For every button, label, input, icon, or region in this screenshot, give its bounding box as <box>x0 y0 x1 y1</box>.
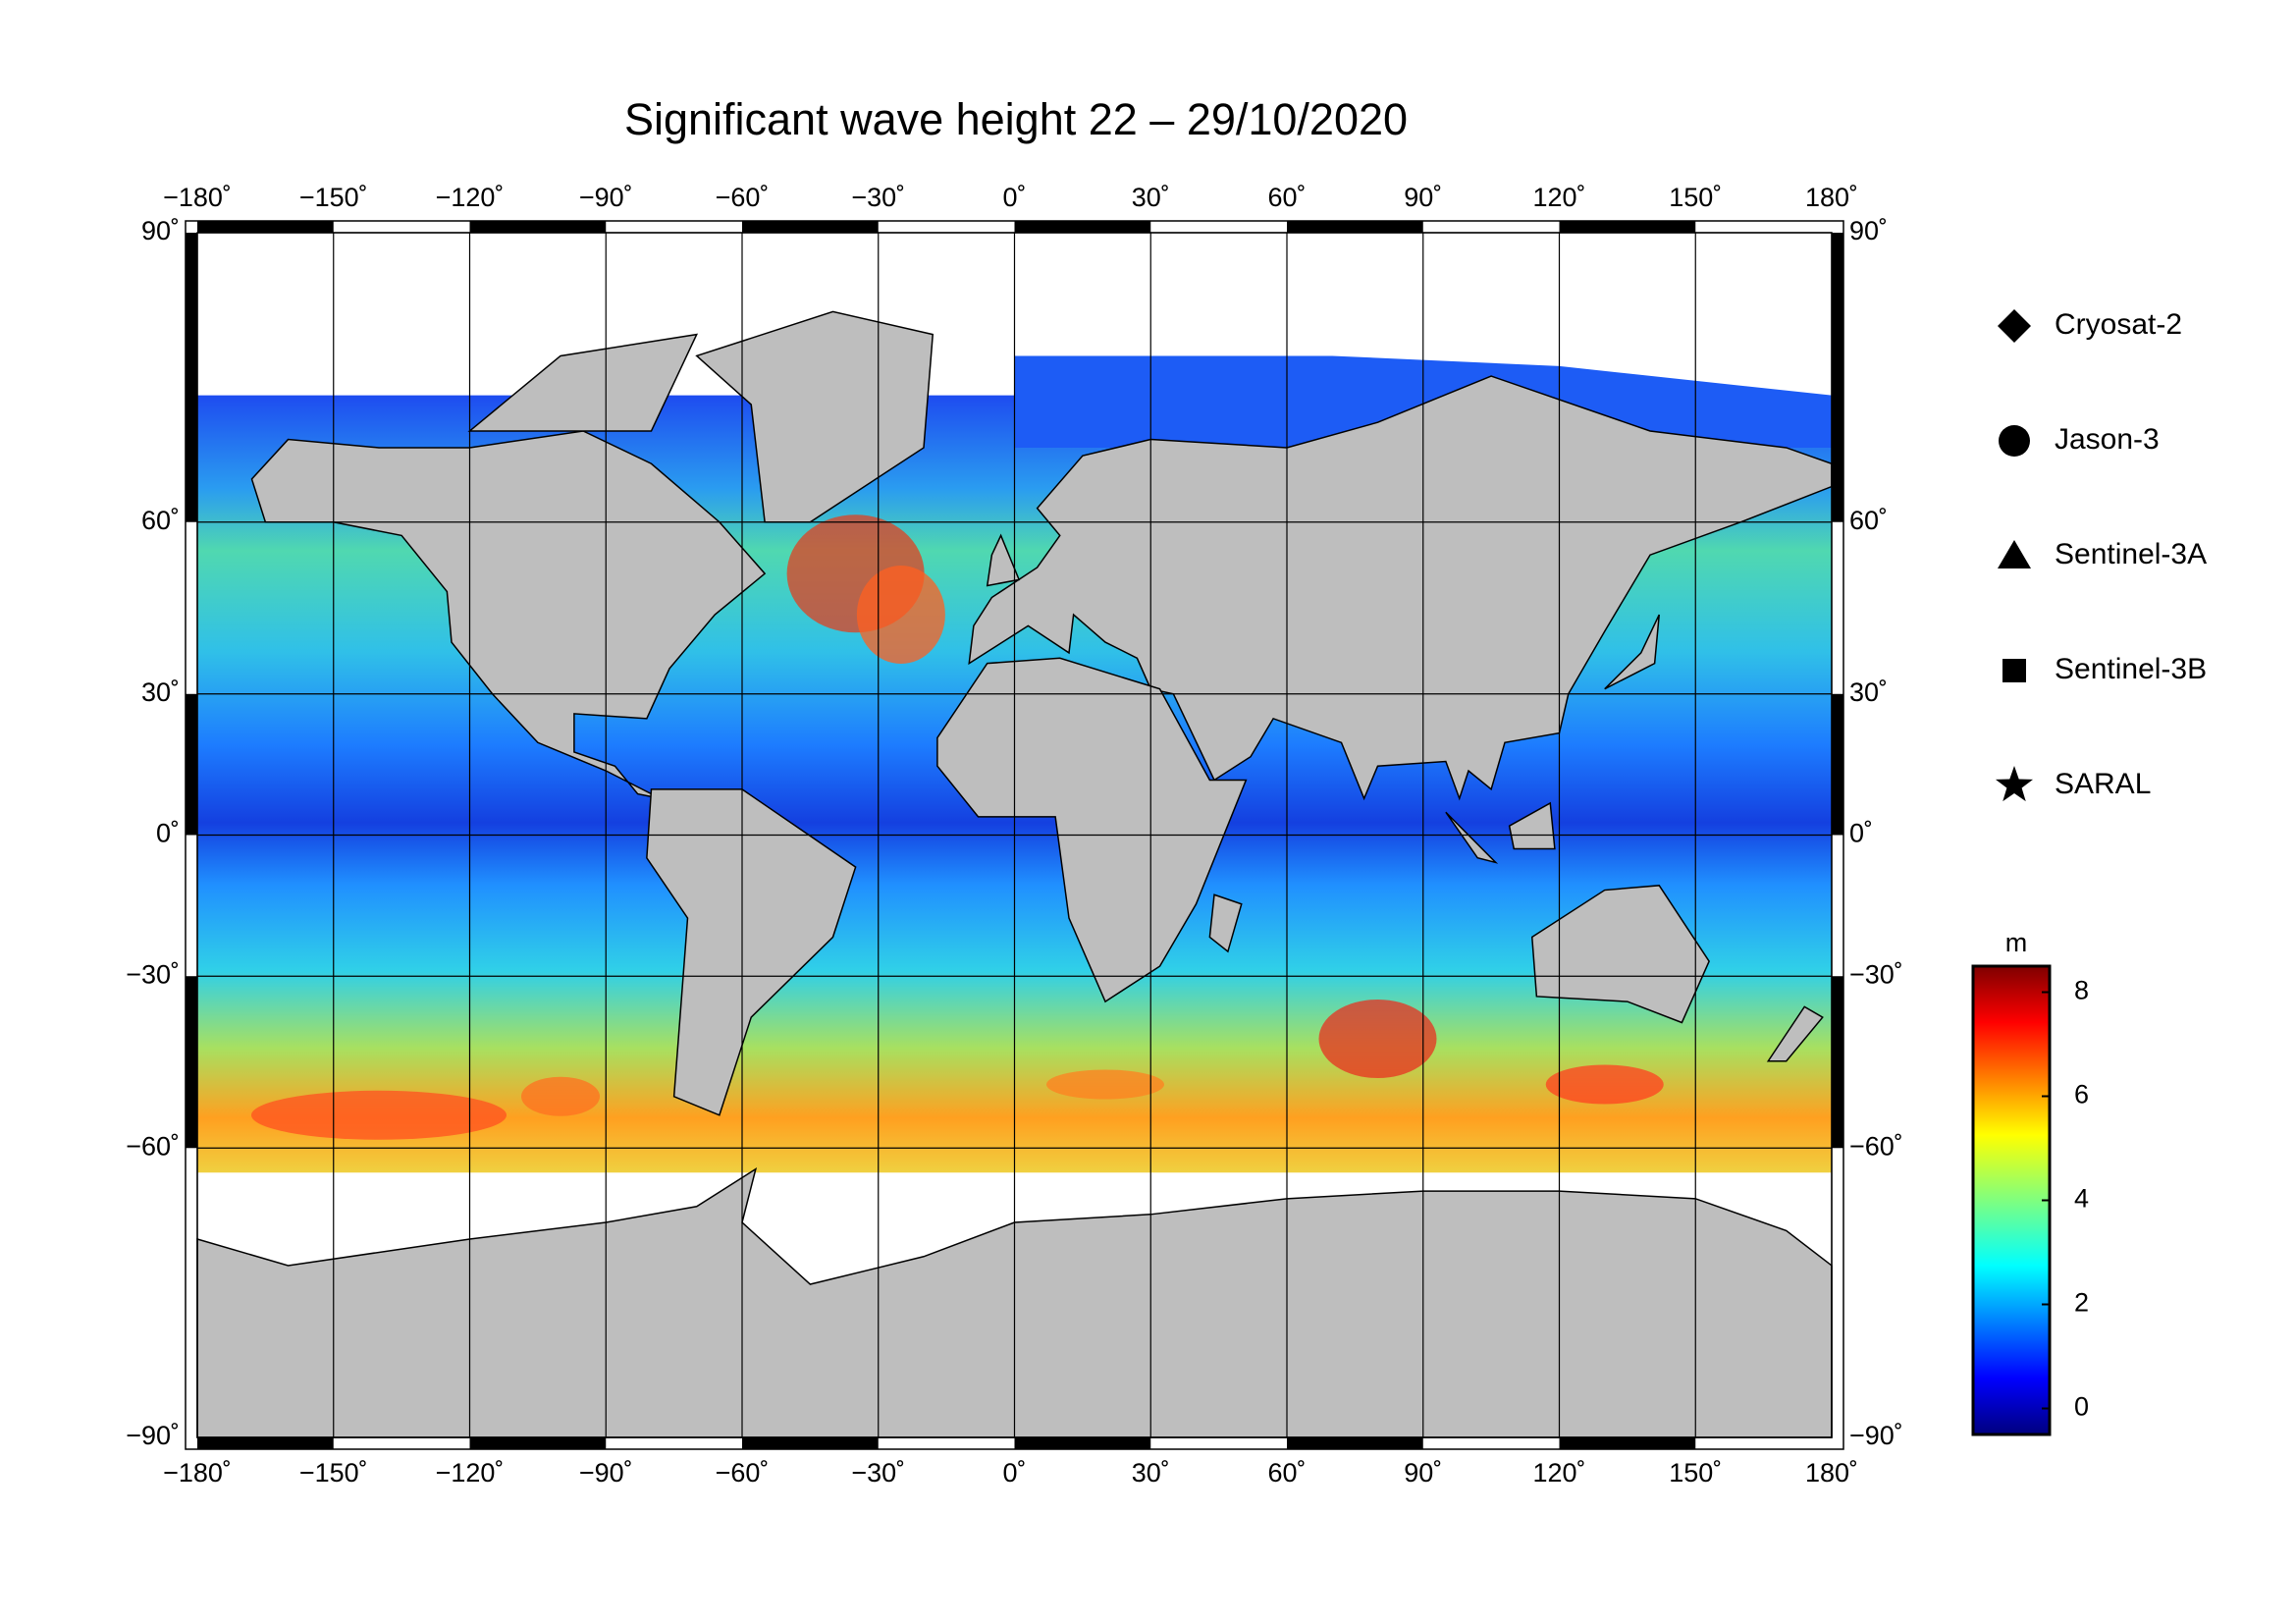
frame-segment <box>1559 1437 1696 1449</box>
y-tick-label: 90˚ <box>141 216 180 245</box>
x-tick-label: −60˚ <box>716 1458 770 1488</box>
wave-patch <box>856 566 945 665</box>
x-tick-label: 150˚ <box>1669 1458 1722 1488</box>
frame-segment <box>186 693 197 836</box>
legend-label: Cryosat-2 <box>2055 308 2182 341</box>
y-tick-label: −60˚ <box>1849 1131 1903 1161</box>
x-tick-label: 180˚ <box>1805 183 1858 212</box>
colorbar-label: m <box>2005 928 2028 957</box>
x-tick-label: 150˚ <box>1669 183 1722 212</box>
y-tick-label: −30˚ <box>126 959 180 989</box>
y-tick-label: −90˚ <box>1849 1421 1903 1450</box>
wave-patch <box>1545 1064 1664 1105</box>
legend-marker <box>1999 425 2030 457</box>
x-tick-label: 60˚ <box>1267 183 1306 212</box>
land <box>1508 801 1556 850</box>
wave-patch <box>251 1090 507 1140</box>
land <box>1766 1005 1824 1062</box>
x-tick-label: 30˚ <box>1132 1458 1170 1488</box>
map-title: Significant wave height 22 – 29/10/2020 <box>624 94 1408 144</box>
x-tick-label: 0˚ <box>1002 183 1026 212</box>
frame-segment <box>1287 221 1423 233</box>
x-tick-label: −30˚ <box>851 1458 905 1488</box>
x-tick-label: −150˚ <box>299 183 368 212</box>
x-tick-label: 90˚ <box>1404 183 1442 212</box>
frame-segment <box>742 1437 879 1449</box>
x-tick-label: −90˚ <box>579 183 633 212</box>
land <box>467 333 699 432</box>
wave-patch <box>521 1076 600 1116</box>
x-tick-label: −120˚ <box>436 183 505 212</box>
legend-marker <box>1998 540 2031 568</box>
land <box>1604 614 1660 690</box>
legend-marker <box>1998 309 2031 343</box>
frame-segment <box>1832 693 1843 836</box>
colorbar-tick-label: 8 <box>2074 976 2089 1005</box>
y-tick-label: 90˚ <box>1849 216 1888 245</box>
wave-patch <box>1318 1000 1437 1079</box>
x-tick-label: −180˚ <box>163 183 232 212</box>
frame-segment <box>1559 221 1696 233</box>
legend-label: SARAL <box>2055 768 2151 800</box>
frame-segment <box>469 221 607 233</box>
frame-segment <box>197 1437 334 1449</box>
x-tick-label: −90˚ <box>579 1458 633 1488</box>
frame-segment <box>186 233 197 522</box>
legend-label: Sentinel-3A <box>2055 538 2207 570</box>
x-tick-label: 120˚ <box>1532 1458 1585 1488</box>
frame-segment <box>469 1437 607 1449</box>
x-tick-label: 30˚ <box>1132 183 1170 212</box>
colorbar-tick-label: 2 <box>2074 1288 2089 1318</box>
frame-segment <box>1014 1437 1151 1449</box>
wave-patch <box>1046 1069 1164 1100</box>
x-tick-label: −180˚ <box>163 1458 232 1488</box>
legend-marker <box>2002 659 2026 682</box>
frame-segment <box>1832 233 1843 522</box>
land <box>646 788 857 1116</box>
x-tick-label: −30˚ <box>851 183 905 212</box>
x-tick-label: −150˚ <box>299 1458 368 1488</box>
legend-label: Jason-3 <box>2055 423 2160 456</box>
y-tick-label: 60˚ <box>141 506 180 535</box>
x-tick-label: −60˚ <box>716 183 770 212</box>
y-tick-label: 30˚ <box>141 677 180 707</box>
frame-segment <box>197 221 334 233</box>
frame-segment <box>1287 1437 1423 1449</box>
x-tick-label: 180˚ <box>1805 1458 1858 1488</box>
y-tick-label: 0˚ <box>1849 819 1873 848</box>
y-tick-label: 60˚ <box>1849 506 1888 535</box>
x-tick-label: −120˚ <box>436 1458 505 1488</box>
x-tick-label: 60˚ <box>1267 1458 1306 1488</box>
x-tick-label: 0˚ <box>1002 1458 1026 1488</box>
land <box>986 533 1021 587</box>
frame-segment <box>186 976 197 1149</box>
frame-segment <box>1014 221 1151 233</box>
y-tick-label: −90˚ <box>126 1421 180 1450</box>
y-tick-label: −30˚ <box>1849 959 1903 989</box>
x-tick-label: 120˚ <box>1532 183 1585 212</box>
y-tick-label: −60˚ <box>126 1131 180 1161</box>
colorbar-tick-label: 6 <box>2074 1080 2089 1109</box>
y-tick-label: 30˚ <box>1849 677 1888 707</box>
colorbar <box>1971 964 2052 1436</box>
colorbar-tick-label: 0 <box>2074 1392 2089 1422</box>
legend-label: Sentinel-3B <box>2055 653 2207 685</box>
frame-segment <box>1832 976 1843 1149</box>
legend-marker <box>1995 766 2034 802</box>
land <box>1208 893 1243 953</box>
colorbar-tick-label: 4 <box>2074 1184 2089 1214</box>
x-tick-label: 90˚ <box>1404 1458 1442 1488</box>
y-tick-label: 0˚ <box>156 819 180 848</box>
frame-segment <box>742 221 879 233</box>
